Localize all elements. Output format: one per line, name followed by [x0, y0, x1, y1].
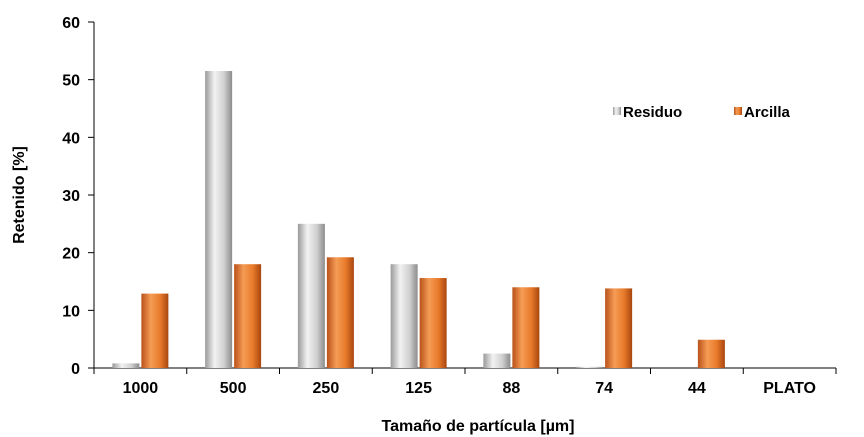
bar-arcilla-88	[512, 287, 540, 368]
x-tick-label: 500	[220, 380, 247, 397]
x-tick-label: 125	[405, 380, 432, 397]
bar-arcilla-74	[605, 288, 633, 368]
x-tick-label: 88	[502, 380, 520, 397]
x-ticks: 1000 500 250 125 88 74 44 PLATO	[93, 368, 837, 397]
bar-arcilla-500	[234, 264, 262, 368]
y-tick-label: 0	[71, 361, 80, 378]
x-tick-label: PLATO	[763, 380, 816, 397]
x-tick-label: 74	[595, 380, 613, 397]
y-tick-label: 10	[62, 303, 80, 320]
legend-label-residuo: Residuo	[623, 104, 682, 121]
x-axis-title: Tamaño de partícula [µm]	[382, 418, 575, 435]
bar-arcilla-44	[697, 339, 725, 368]
bar-arcilla-250	[326, 257, 354, 368]
x-tick-label: 250	[313, 380, 340, 397]
y-ticks: 0 10 20 30 40 50 60	[62, 15, 94, 378]
y-tick-label: 50	[62, 73, 80, 90]
y-tick-label: 20	[62, 246, 80, 263]
x-tick-label: 44	[688, 380, 706, 397]
bar-residuo-250	[297, 223, 325, 368]
bar-residuo-88	[483, 353, 511, 368]
y-axis-title: Retenido [%]	[11, 146, 28, 244]
bar-residuo-74	[576, 366, 604, 368]
y-tick-label: 40	[62, 130, 80, 147]
legend-swatch-residuo	[613, 107, 621, 115]
bar-arcilla-125	[419, 278, 447, 368]
y-tick-label: 30	[62, 188, 80, 205]
bar-residuo-1000	[112, 363, 140, 368]
bar-residuo-500	[205, 71, 233, 369]
legend-swatch-arcilla	[734, 107, 742, 115]
bar-residuo-125	[390, 264, 418, 368]
bar-arcilla-1000	[141, 293, 169, 368]
bars	[112, 71, 725, 369]
legend-label-arcilla: Arcilla	[744, 104, 791, 121]
x-tick-label: 1000	[123, 380, 159, 397]
y-tick-label: 60	[62, 15, 80, 32]
legend: Residuo Arcilla	[613, 104, 791, 121]
